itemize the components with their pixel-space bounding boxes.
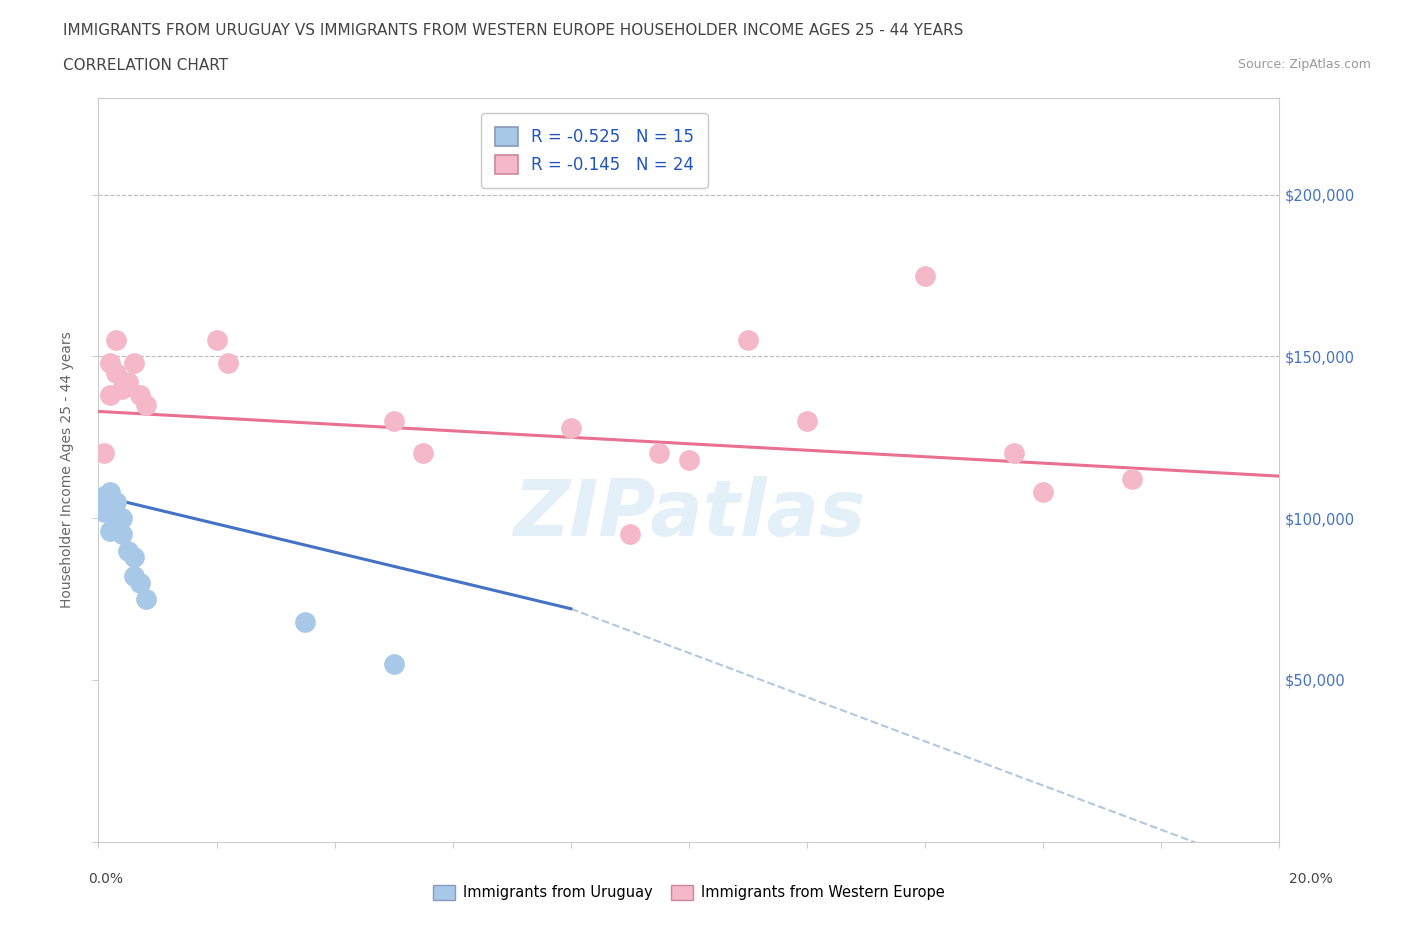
Point [128, 576, 150, 591]
Point [914, 268, 936, 283]
Point [382, 657, 405, 671]
Point [117, 375, 139, 390]
Text: IMMIGRANTS FROM URUGUAY VS IMMIGRANTS FROM WESTERN EUROPE HOUSEHOLDER INCOME AGE: IMMIGRANTS FROM URUGUAY VS IMMIGRANTS FR… [63, 23, 963, 38]
Point [122, 355, 145, 370]
Point [122, 569, 145, 584]
Point [217, 355, 239, 370]
Point [122, 550, 145, 565]
Legend: Immigrants from Uruguay, Immigrants from Western Europe: Immigrants from Uruguay, Immigrants from… [427, 879, 950, 906]
Point [105, 517, 128, 532]
Point [560, 420, 582, 435]
Point [619, 527, 641, 542]
Text: ZIPatlas: ZIPatlas [513, 476, 865, 552]
Point [678, 453, 700, 468]
Point [128, 388, 150, 403]
Point [135, 591, 157, 606]
Point [93, 446, 115, 461]
Point [105, 333, 128, 348]
Text: Source: ZipAtlas.com: Source: ZipAtlas.com [1237, 58, 1371, 71]
Point [117, 543, 139, 558]
Point [737, 333, 759, 348]
Point [111, 511, 134, 525]
Point [382, 414, 405, 429]
Point [135, 397, 157, 412]
Point [98, 388, 121, 403]
Point [796, 414, 818, 429]
Point [105, 365, 128, 380]
Text: 0.0%: 0.0% [89, 872, 124, 886]
Point [111, 527, 134, 542]
Text: CORRELATION CHART: CORRELATION CHART [63, 58, 228, 73]
Point [98, 524, 121, 538]
Point [412, 446, 434, 461]
Text: 20.0%: 20.0% [1289, 872, 1333, 886]
Point [1002, 446, 1025, 461]
Point [93, 488, 115, 503]
Point [93, 504, 115, 519]
Point [1121, 472, 1143, 486]
Point [294, 614, 316, 629]
Legend: R = -0.525   N = 15, R = -0.145   N = 24: R = -0.525 N = 15, R = -0.145 N = 24 [481, 113, 707, 188]
Point [205, 333, 228, 348]
Point [111, 381, 134, 396]
Point [648, 446, 671, 461]
Y-axis label: Householder Income Ages 25 - 44 years: Householder Income Ages 25 - 44 years [60, 331, 75, 608]
Point [98, 485, 121, 499]
Point [1032, 485, 1054, 499]
Point [98, 355, 121, 370]
Point [105, 495, 128, 510]
